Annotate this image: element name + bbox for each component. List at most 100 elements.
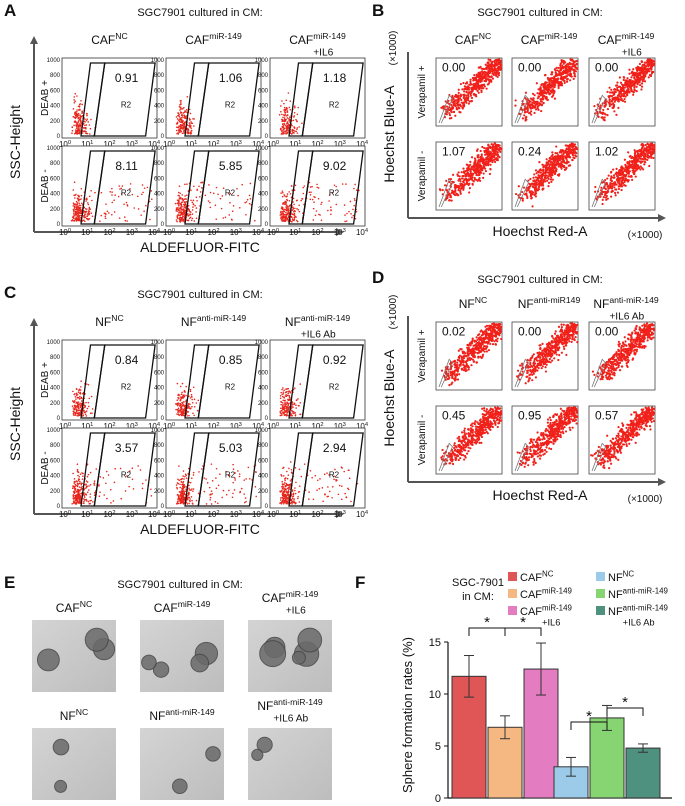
event-dot <box>249 478 251 480</box>
event-dot <box>543 102 545 104</box>
event-dot <box>542 85 544 87</box>
event-dot <box>299 501 301 503</box>
event-dot <box>554 86 556 88</box>
event-dot <box>610 89 612 91</box>
label-superscript: NC <box>115 31 127 41</box>
event-dot <box>182 108 184 110</box>
event-dot <box>488 82 490 84</box>
event-dot <box>467 172 469 174</box>
event-dot <box>190 407 192 409</box>
event-dot <box>297 398 299 400</box>
event-dot <box>125 490 127 492</box>
gate-percentage: 0.92 <box>323 353 347 367</box>
event-dot <box>330 210 332 212</box>
event-dot <box>287 123 289 125</box>
event-dot <box>216 187 218 189</box>
event-dot <box>181 415 183 417</box>
event-dot <box>295 131 297 133</box>
event-dot <box>546 84 548 86</box>
event-dot <box>181 120 183 122</box>
event-dot <box>285 391 287 393</box>
event-dot <box>574 65 576 67</box>
event-dot <box>178 413 180 415</box>
label-superscript: 4 <box>365 510 369 516</box>
event-dot <box>198 185 200 187</box>
event-dot <box>294 216 296 218</box>
event-dot <box>454 95 456 97</box>
event-dot <box>77 122 79 124</box>
event-dot <box>528 104 530 106</box>
event-dot <box>212 480 214 482</box>
event-dot <box>281 100 283 102</box>
event-dot <box>78 496 80 498</box>
event-dot <box>76 121 78 123</box>
event-dot <box>489 79 491 81</box>
event-dot <box>615 114 617 116</box>
event-dot <box>464 174 466 176</box>
event-dot <box>74 195 76 197</box>
event-dot <box>91 200 93 202</box>
event-dot <box>222 195 224 197</box>
event-dot <box>289 205 291 207</box>
gate-label: R2 <box>225 383 236 392</box>
event-dot <box>294 502 296 504</box>
event-dot <box>192 206 194 208</box>
event-dot <box>315 475 317 477</box>
label-superscript: 1 <box>194 422 197 428</box>
event-dot <box>476 174 478 176</box>
event-dot <box>354 184 356 186</box>
event-dot <box>210 497 212 499</box>
event-dot <box>452 174 454 176</box>
label-superscript: 2 <box>320 140 323 146</box>
event-dot <box>80 484 82 486</box>
event-dot <box>183 209 185 211</box>
event-dot <box>480 166 482 168</box>
event-dot <box>111 188 113 190</box>
y-tick-label: 200 <box>258 207 269 213</box>
event-dot <box>239 491 241 493</box>
event-dot <box>499 63 501 65</box>
event-dot <box>289 200 291 202</box>
event-dot <box>183 404 185 406</box>
event-dot <box>327 486 329 488</box>
label-superscript: anti-miR-149 <box>197 313 247 323</box>
arrow-head <box>30 36 38 44</box>
event-dot <box>77 115 79 117</box>
event-dot <box>295 467 297 469</box>
event-dot <box>287 212 289 214</box>
event-dot <box>90 484 92 486</box>
event-dot <box>349 478 351 480</box>
gate-percentage: 0.84 <box>115 353 139 367</box>
event-dot <box>77 403 79 405</box>
label-superscript: 4 <box>261 422 265 428</box>
event-dot <box>176 399 178 401</box>
event-dot <box>80 398 82 400</box>
event-dot <box>491 63 493 65</box>
event-dot <box>494 153 496 155</box>
event-dot <box>190 397 192 399</box>
event-dot <box>338 494 340 496</box>
event-dot <box>103 477 105 479</box>
event-dot <box>282 129 284 131</box>
event-dot <box>74 478 76 480</box>
event-dot <box>183 401 185 403</box>
event-dot <box>279 214 281 216</box>
event-dot <box>76 411 78 413</box>
event-dot <box>181 402 183 404</box>
event-dot <box>190 113 192 115</box>
event-dot <box>304 185 306 187</box>
y-tick-label: 1000 <box>151 428 165 434</box>
event-dot <box>126 220 128 222</box>
y-tick-label: 600 <box>258 370 269 376</box>
event-dot <box>79 124 81 126</box>
event-dot <box>100 215 102 217</box>
event-dot <box>287 395 289 397</box>
event-dot <box>565 66 567 68</box>
event-dot <box>140 214 142 216</box>
event-dot <box>538 96 540 98</box>
event-dot <box>282 208 284 210</box>
event-dot <box>344 221 346 223</box>
event-dot <box>90 128 92 130</box>
event-dot <box>82 478 84 480</box>
event-dot <box>83 219 85 221</box>
